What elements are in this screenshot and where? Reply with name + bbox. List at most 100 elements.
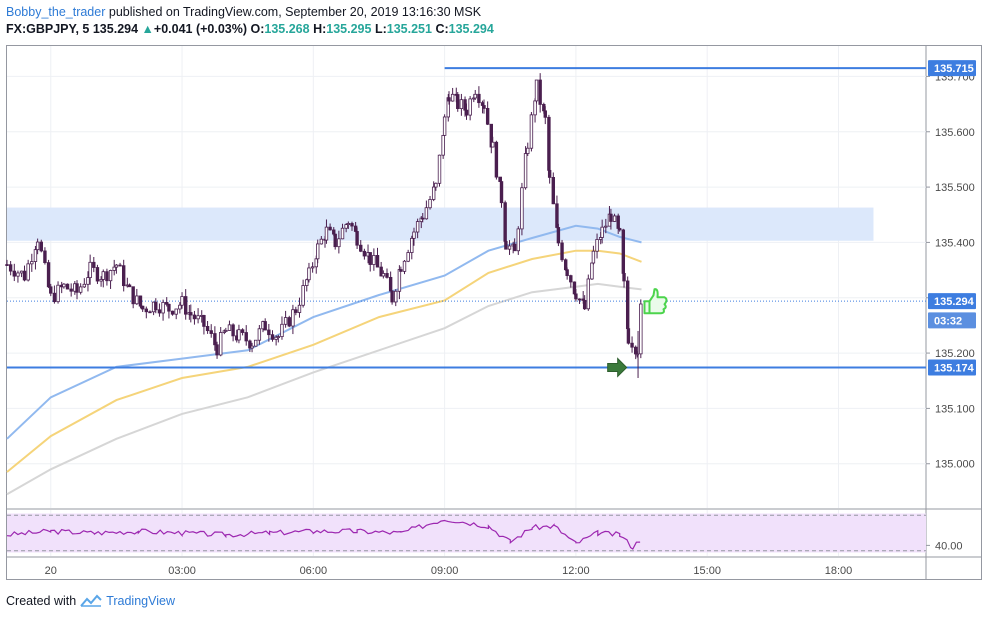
candle-body xyxy=(114,264,119,268)
candle xyxy=(294,306,298,316)
candle xyxy=(526,142,530,156)
candle-body xyxy=(205,326,210,332)
candle-body xyxy=(512,243,517,252)
candle-body xyxy=(477,93,481,104)
candle xyxy=(19,270,24,278)
candle-body xyxy=(431,186,436,200)
candle xyxy=(431,181,436,202)
candle-body xyxy=(491,141,495,148)
candle xyxy=(350,221,354,231)
candle-body xyxy=(105,271,109,282)
candle xyxy=(148,310,152,314)
candle xyxy=(415,218,420,239)
candle xyxy=(16,270,20,283)
candle xyxy=(59,281,64,294)
candle-body xyxy=(219,332,223,356)
candle-body xyxy=(263,321,267,331)
candle xyxy=(489,123,493,154)
candle xyxy=(118,262,122,267)
candle xyxy=(69,283,73,297)
candle-body xyxy=(49,286,53,294)
candle-body xyxy=(480,102,485,106)
high-value: 135.295 xyxy=(326,22,372,36)
candle xyxy=(346,221,351,229)
x-tick-label: 18:00 xyxy=(825,565,853,577)
candle-body xyxy=(140,305,145,310)
candle-body xyxy=(250,345,254,349)
candle xyxy=(421,213,425,223)
candle-body xyxy=(26,263,30,281)
x-tick-label: 09:00 xyxy=(431,565,459,577)
candle xyxy=(167,303,171,319)
candle-body xyxy=(92,261,96,268)
candle xyxy=(56,281,60,304)
candle xyxy=(555,195,559,229)
candle-body xyxy=(494,141,499,178)
candle-body xyxy=(8,264,13,272)
candle xyxy=(92,256,96,273)
candle-body xyxy=(551,177,555,205)
price-tag xyxy=(928,60,976,77)
candle-body xyxy=(5,264,9,266)
published-text: published on TradingView.com, September … xyxy=(108,5,482,19)
candle xyxy=(385,268,389,279)
candle-body xyxy=(626,328,631,344)
moving-average-line xyxy=(6,282,642,496)
footer: Created with TradingView xyxy=(6,594,175,608)
candle xyxy=(450,87,455,102)
candle-body xyxy=(616,215,620,229)
candle-body xyxy=(254,339,258,347)
candle xyxy=(26,259,30,282)
candle xyxy=(434,182,438,191)
close-label: C: xyxy=(435,22,449,36)
candle xyxy=(316,239,320,264)
candle xyxy=(565,267,569,280)
candle xyxy=(442,114,447,136)
candle xyxy=(5,259,9,266)
change-arrow-icon: ▲ xyxy=(141,22,154,36)
tradingview-link[interactable]: TradingView xyxy=(106,594,175,608)
candle xyxy=(441,134,445,159)
candle-body xyxy=(415,221,420,233)
candle-body xyxy=(617,228,622,231)
candle-body xyxy=(33,249,38,262)
candle xyxy=(538,73,542,113)
close-value: 135.294 xyxy=(448,22,494,36)
candle xyxy=(319,236,324,245)
candle xyxy=(49,283,53,297)
candle xyxy=(52,285,57,304)
candle xyxy=(127,283,132,288)
candle xyxy=(529,112,534,152)
price-tag xyxy=(928,293,976,310)
candle-body xyxy=(459,99,464,109)
candle-body xyxy=(307,267,311,281)
candle xyxy=(630,336,634,353)
candle xyxy=(196,308,200,324)
candle xyxy=(12,263,16,282)
candle xyxy=(507,240,512,255)
candle xyxy=(359,240,363,253)
candle xyxy=(591,245,596,265)
candle xyxy=(600,219,604,244)
candle-body xyxy=(192,314,197,320)
candle-body xyxy=(78,286,83,293)
candle xyxy=(437,154,442,187)
candle-body xyxy=(231,324,235,337)
candle-body xyxy=(507,245,512,250)
candle xyxy=(183,289,188,320)
publish-line: Bobby_the_trader published on TradingVie… xyxy=(6,5,481,19)
candle-body xyxy=(523,153,528,189)
candle xyxy=(534,79,539,104)
candle-body xyxy=(447,97,451,102)
candle xyxy=(310,262,315,273)
candle-body xyxy=(319,238,324,245)
candle xyxy=(108,269,113,289)
author-link[interactable]: Bobby_the_trader xyxy=(6,5,106,19)
symbol-name: FX:GBPJPY, 5 xyxy=(6,22,90,36)
candle-body xyxy=(402,260,407,272)
candle-body xyxy=(215,344,219,356)
candle xyxy=(224,327,228,332)
candle-body xyxy=(305,279,309,286)
price-tag-label: 135.294 xyxy=(934,296,975,308)
